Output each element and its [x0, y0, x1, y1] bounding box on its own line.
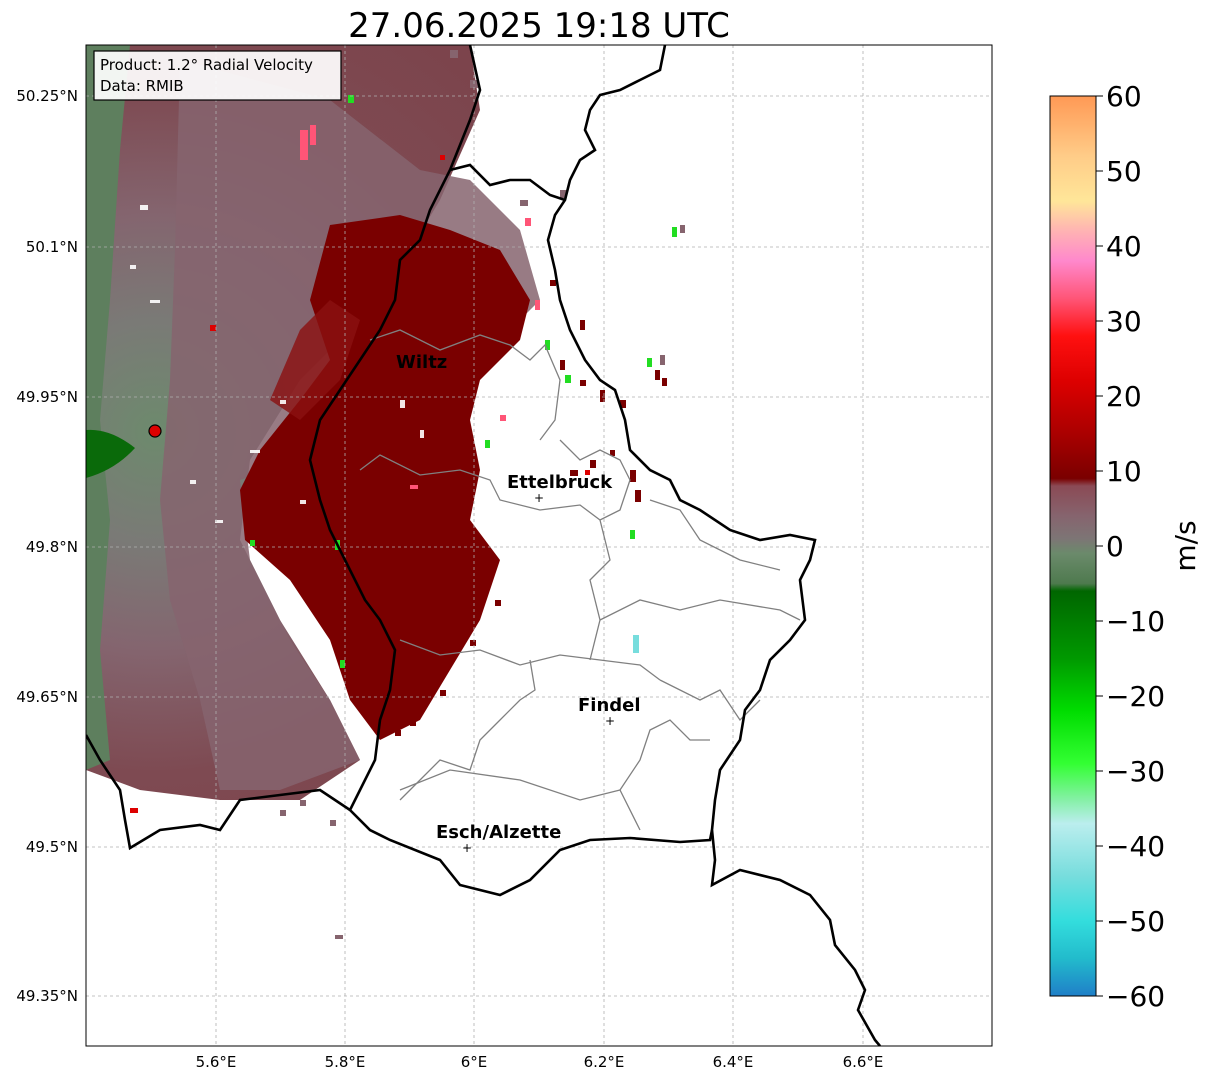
colorbar-tick-label: −60: [1106, 980, 1165, 1013]
map-title: 27.06.2025 19:18 UTC: [348, 6, 730, 46]
colorbar-ticks: 60 50 40 30 20 10 0 −10 −20 −30 −40 −50 −60: [1096, 80, 1165, 1013]
colorbar-tick-label: 60: [1106, 80, 1142, 113]
colorbar-tick-label: 20: [1106, 380, 1142, 413]
lat-tick: 49.95°N: [16, 388, 78, 406]
latitude-tick-labels: 50.25°N 50.1°N 49.95°N 49.8°N 49.65°N 49…: [16, 87, 78, 1005]
lat-tick: 49.5°N: [26, 838, 78, 856]
city-label: Ettelbruck: [507, 472, 613, 493]
lon-tick: 6.2°E: [584, 1053, 625, 1071]
radar-site-marker: [148, 424, 162, 438]
colorbar-tick-label: 40: [1106, 230, 1142, 263]
city-esch-alzette: Esch/Alzette +: [436, 822, 561, 855]
lat-tick: 49.35°N: [16, 987, 78, 1005]
colorbar-tick-label: −10: [1106, 605, 1165, 638]
colorbar-tick-label: −40: [1106, 830, 1165, 863]
graticule: [86, 45, 992, 1046]
city-label: Esch/Alzette: [436, 822, 561, 843]
city-ettelbruck: Ettelbruck +: [507, 472, 613, 505]
lat-tick: 50.1°N: [26, 238, 78, 256]
longitude-tick-labels: 5.6°E 5.8°E 6°E 6.2°E 6.4°E 6.6°E: [196, 1053, 884, 1071]
lon-tick: 5.8°E: [325, 1053, 366, 1071]
colorbar-tick-label: 30: [1106, 305, 1142, 338]
lat-tick: 49.65°N: [16, 688, 78, 706]
national-borders: [86, 45, 881, 1046]
lon-tick: 6°E: [461, 1053, 488, 1071]
radar-velocity-field: [86, 45, 685, 939]
lon-tick: 6.6°E: [843, 1053, 884, 1071]
colorbar-tick-label: 10: [1106, 455, 1142, 488]
info-box: Product: 1.2° Radial Velocity Data: RMIB: [93, 50, 342, 101]
city-label: Findel: [578, 695, 641, 716]
city-label: Wiltz: [396, 352, 447, 373]
lon-tick: 6.4°E: [713, 1053, 754, 1071]
city-findel: Findel +: [578, 695, 641, 728]
colorbar-label: m/s: [1169, 520, 1202, 571]
city-wiltz: Wiltz: [396, 352, 447, 373]
lat-tick: 50.25°N: [16, 87, 78, 105]
colorbar-tick-label: −30: [1106, 755, 1165, 788]
city-marker-icon: +: [534, 491, 544, 505]
colorbar-tick-label: −50: [1106, 905, 1165, 938]
product-label: Product: 1.2° Radial Velocity: [100, 56, 313, 74]
lat-tick: 49.8°N: [26, 538, 78, 556]
map-frame: [85, 44, 993, 1047]
colorbar-scale: [1049, 95, 1097, 997]
city-marker-icon: +: [605, 714, 615, 728]
lon-tick: 5.6°E: [196, 1053, 237, 1071]
city-marker-icon: +: [462, 841, 472, 855]
colorbar-tick-label: −20: [1106, 680, 1165, 713]
colorbar: 60 50 40 30 20 10 0 −10 −20 −30 −40 −50 −60 m/s: [1049, 80, 1202, 1013]
canton-boundaries: [359, 329, 801, 831]
colorbar-tick-label: 50: [1106, 155, 1142, 188]
data-source-label: Data: RMIB: [100, 77, 184, 95]
colorbar-tick-label: 0: [1106, 530, 1124, 563]
map-area: Wiltz Ettelbruck + Findel + Esch/Alzette…: [86, 45, 992, 1046]
